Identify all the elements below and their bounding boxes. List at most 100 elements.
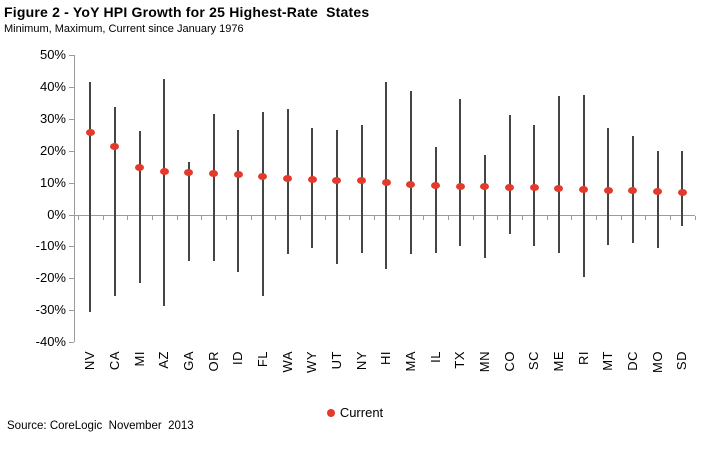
x-axis-tick bbox=[176, 215, 178, 220]
current-value-dot bbox=[258, 172, 268, 180]
x-axis-tick bbox=[201, 215, 203, 220]
current-value-dot bbox=[184, 168, 194, 176]
y-axis-tick bbox=[69, 118, 74, 120]
current-value-dot bbox=[455, 182, 465, 190]
min-max-range-bar bbox=[335, 129, 338, 265]
x-axis-tick bbox=[694, 215, 696, 220]
x-category-label: WA bbox=[279, 351, 295, 373]
y-axis-tick bbox=[69, 150, 74, 152]
y-axis-tick bbox=[69, 54, 74, 56]
current-value-dot bbox=[505, 183, 515, 191]
x-axis-tick bbox=[521, 215, 523, 220]
current-value-dot bbox=[283, 174, 293, 182]
min-max-range-bar bbox=[311, 128, 314, 249]
y-axis-tick-label: 50% bbox=[39, 46, 66, 62]
min-max-range-bar bbox=[113, 107, 116, 296]
current-value-dot bbox=[480, 183, 490, 191]
x-axis-tick bbox=[225, 215, 227, 220]
chart-subtitle: Minimum, Maximum, Current since January … bbox=[4, 23, 244, 35]
x-category-label: HI bbox=[378, 351, 394, 365]
y-axis-tick-label: 20% bbox=[39, 142, 66, 158]
x-category-label: MN bbox=[476, 351, 492, 373]
legend: Current bbox=[0, 405, 710, 420]
current-value-dot bbox=[603, 186, 613, 194]
x-category-label: MI bbox=[131, 351, 147, 367]
min-max-range-bar bbox=[385, 81, 388, 269]
source-note: Source: CoreLogic November 2013 bbox=[7, 420, 194, 432]
y-axis-tick bbox=[69, 182, 74, 184]
current-value-dot bbox=[628, 187, 638, 195]
x-axis-tick bbox=[546, 215, 548, 220]
current-value-dot bbox=[653, 187, 663, 195]
x-axis-tick bbox=[447, 215, 449, 220]
min-max-range-bar bbox=[163, 78, 166, 306]
current-value-dot bbox=[110, 142, 120, 150]
x-category-label: MT bbox=[600, 351, 616, 371]
x-axis-tick bbox=[620, 215, 622, 220]
x-axis-tick bbox=[349, 215, 351, 220]
x-axis-tick bbox=[151, 215, 153, 220]
y-axis-tick bbox=[69, 214, 74, 216]
x-axis-tick bbox=[423, 215, 425, 220]
x-category-label: TX bbox=[452, 351, 468, 369]
y-axis-tick bbox=[69, 310, 74, 312]
x-category-label: MA bbox=[402, 351, 418, 372]
x-category-label: ID bbox=[230, 351, 246, 365]
x-axis-tick bbox=[398, 215, 400, 220]
current-value-dot bbox=[357, 177, 367, 185]
x-category-label: GA bbox=[180, 351, 196, 371]
x-axis-tick bbox=[275, 215, 277, 220]
x-axis-tick bbox=[645, 215, 647, 220]
current-value-dot bbox=[233, 171, 243, 179]
y-axis-tick-label: -30% bbox=[35, 302, 66, 318]
min-max-range-bar bbox=[138, 131, 141, 284]
current-value-dot bbox=[529, 184, 539, 192]
x-axis-tick bbox=[127, 215, 129, 220]
y-axis-tick-label: -10% bbox=[35, 238, 66, 254]
y-axis-tick-label: 0% bbox=[47, 206, 66, 222]
zero-gridline bbox=[74, 214, 695, 216]
min-max-range-bar bbox=[360, 125, 363, 253]
x-axis-tick bbox=[571, 215, 573, 220]
x-axis-tick bbox=[77, 215, 79, 220]
current-value-dot bbox=[159, 167, 169, 175]
min-max-range-bar bbox=[681, 150, 684, 226]
x-axis-tick bbox=[102, 215, 104, 220]
y-axis-tick bbox=[69, 342, 74, 344]
y-axis-tick bbox=[69, 86, 74, 88]
current-value-dot bbox=[579, 186, 589, 194]
y-axis-tick bbox=[69, 278, 74, 280]
min-max-range-bar bbox=[261, 112, 264, 296]
x-category-label: CO bbox=[501, 351, 517, 372]
min-max-range-bar bbox=[237, 129, 240, 273]
y-axis-tick-label: -40% bbox=[35, 334, 66, 350]
chart-title: Figure 2 - YoY HPI Growth for 25 Highest… bbox=[4, 4, 370, 20]
x-category-label: SC bbox=[526, 351, 542, 371]
x-category-label: ME bbox=[550, 351, 566, 372]
current-value-dot bbox=[554, 184, 564, 192]
legend-current-label: Current bbox=[339, 405, 384, 420]
min-max-range-bar bbox=[582, 94, 585, 277]
current-value-dot bbox=[307, 175, 317, 183]
min-max-range-bar bbox=[409, 91, 412, 255]
current-value-dot bbox=[85, 129, 95, 137]
min-max-range-bar bbox=[656, 150, 659, 249]
legend-current-dot-icon bbox=[326, 408, 335, 417]
x-axis-tick bbox=[669, 215, 671, 220]
x-category-label: WY bbox=[304, 351, 320, 373]
x-category-label: IL bbox=[427, 351, 443, 363]
y-axis-tick-label: 30% bbox=[39, 110, 66, 126]
y-axis-tick-label: -20% bbox=[35, 270, 66, 286]
min-max-range-bar bbox=[187, 161, 190, 261]
x-category-label: AZ bbox=[156, 351, 172, 369]
x-axis-tick bbox=[250, 215, 252, 220]
current-value-dot bbox=[677, 188, 687, 196]
x-category-label: NY bbox=[353, 351, 369, 371]
current-value-dot bbox=[431, 181, 441, 189]
x-category-label: DC bbox=[624, 351, 640, 371]
min-max-range-bar bbox=[483, 155, 486, 258]
min-max-range-bar bbox=[557, 96, 560, 253]
x-category-label: MO bbox=[649, 351, 665, 373]
y-axis-tick-label: 10% bbox=[39, 174, 66, 190]
